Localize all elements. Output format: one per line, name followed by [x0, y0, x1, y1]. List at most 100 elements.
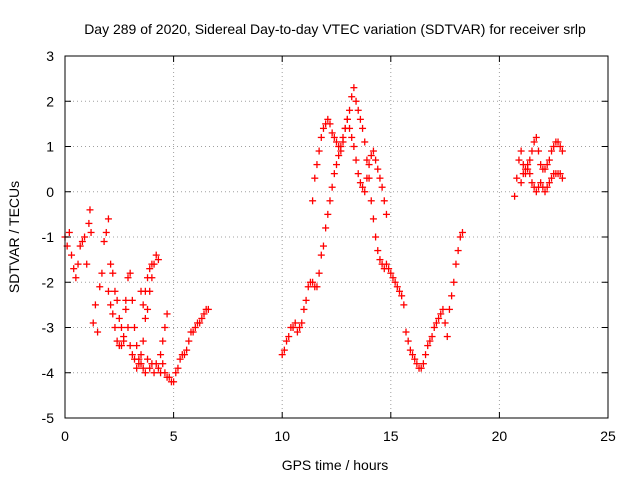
data-point: [374, 247, 382, 255]
data-point: [154, 256, 162, 264]
data-point: [152, 360, 160, 368]
data-point: [330, 133, 338, 141]
data-point: [309, 197, 317, 205]
data-point: [352, 156, 360, 164]
y-tick-label: 3: [46, 48, 54, 64]
data-point: [387, 269, 395, 277]
data-point: [372, 233, 380, 241]
data-point: [133, 364, 141, 372]
data-point: [122, 296, 130, 304]
data-point: [354, 106, 362, 114]
data-point: [96, 283, 104, 291]
data-point: [124, 324, 132, 331]
data-point: [117, 324, 125, 331]
data-point: [452, 260, 460, 268]
data-point: [432, 319, 440, 327]
data-point: [367, 152, 375, 160]
data-point: [152, 251, 160, 259]
data-point: [441, 319, 449, 327]
data-point: [172, 369, 180, 377]
data-point: [374, 165, 382, 173]
x-tick-label: 20: [492, 428, 508, 444]
data-point: [458, 228, 466, 236]
grid: [65, 56, 608, 418]
data-point: [289, 324, 297, 331]
data-point: [534, 147, 542, 155]
data-point: [128, 296, 136, 304]
data-point: [283, 337, 291, 345]
data-point: [285, 333, 293, 341]
plot-frame: [64, 55, 609, 419]
data-point: [176, 355, 184, 363]
data-point: [385, 265, 393, 273]
data-point: [141, 314, 149, 322]
data-point: [380, 197, 388, 205]
data-point: [135, 355, 143, 363]
data-point: [148, 260, 156, 268]
y-tick-label: 1: [46, 139, 54, 155]
data-point: [81, 233, 89, 241]
data-point: [333, 161, 340, 169]
data-point: [131, 324, 139, 331]
data-point: [333, 138, 340, 146]
data-point: [163, 310, 171, 318]
data-point: [298, 319, 306, 327]
data-point: [113, 337, 121, 345]
data-point: [398, 292, 406, 300]
data-point: [359, 124, 367, 132]
data-point: [72, 274, 80, 282]
y-axis-label: SDTVAR / TECUs: [6, 181, 22, 293]
data-point: [528, 147, 536, 155]
data-point: [313, 161, 321, 169]
data-point: [393, 283, 401, 291]
data-point: [519, 170, 527, 178]
data-point: [448, 292, 456, 300]
data-point: [528, 179, 536, 187]
data-point: [530, 138, 538, 146]
data-point: [137, 360, 145, 368]
data-point: [437, 310, 445, 318]
data-point: [435, 314, 443, 322]
data-point: [404, 337, 412, 345]
x-tick-label: 15: [383, 428, 399, 444]
data-point: [120, 337, 128, 345]
data-point: [74, 260, 82, 268]
data-point: [144, 305, 152, 313]
data-point: [89, 319, 97, 327]
data-point: [400, 301, 408, 309]
data-point: [517, 147, 525, 155]
data-point: [548, 147, 556, 155]
data-point: [144, 274, 152, 282]
data-point: [417, 364, 425, 372]
data-point: [165, 373, 173, 381]
data-point: [107, 260, 115, 268]
data-point: [111, 287, 119, 295]
data-point: [157, 351, 165, 359]
data-point: [296, 324, 304, 331]
y-tick-label: -5: [42, 410, 55, 426]
data-point: [548, 174, 556, 182]
data-point: [324, 210, 332, 218]
data-point: [346, 124, 354, 132]
data-point: [372, 156, 380, 164]
data-point: [315, 269, 323, 277]
data-point: [426, 337, 434, 345]
data-point: [78, 238, 86, 246]
data-point: [139, 364, 147, 372]
data-point: [319, 124, 327, 132]
data-point: [122, 305, 130, 313]
data-point: [454, 247, 462, 255]
data-point: [154, 364, 162, 372]
data-point: [322, 224, 330, 232]
data-point: [419, 360, 427, 368]
data-point: [526, 170, 534, 178]
data-point: [361, 188, 369, 196]
data-point: [532, 188, 540, 196]
data-point: [328, 183, 336, 191]
data-points: [61, 84, 566, 386]
data-point: [159, 337, 167, 345]
data-point: [558, 147, 566, 155]
data-point: [537, 179, 545, 187]
data-point: [102, 228, 110, 236]
data-point: [330, 170, 338, 178]
